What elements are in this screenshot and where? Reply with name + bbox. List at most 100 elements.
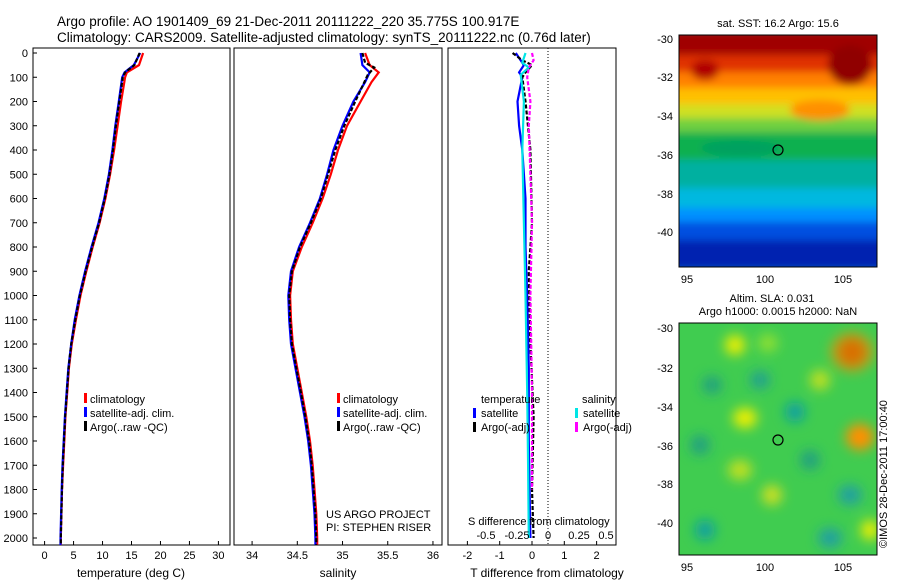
salinity-xtick-label: 34.5 xyxy=(287,550,308,562)
salinity-xtick-label: 35.5 xyxy=(377,550,398,562)
legend-s-satellite: satellite xyxy=(583,408,620,420)
salinity-legend: climatology satellite-adj. clim. Argo(..… xyxy=(337,393,427,434)
depth-tick-label: 1400 xyxy=(4,388,28,400)
sst-ytick: -40 xyxy=(657,227,673,239)
s-tick: -0.25 xyxy=(504,530,529,542)
depth-tick-label: 1300 xyxy=(4,363,28,375)
legend-t-argo-swatch xyxy=(473,422,476,432)
sla-map-frame xyxy=(678,322,878,556)
sst-map-title: sat. SST: 16.2 Argo: 15.6 xyxy=(717,18,839,30)
sla-xtick: 100 xyxy=(756,562,774,574)
sst-xtick: 105 xyxy=(834,274,852,286)
temperature-xtick-label: 0 xyxy=(42,550,48,562)
temperature-xtick-label: 10 xyxy=(96,550,108,562)
sst-map-image xyxy=(679,35,877,267)
sla-map-subtitle: Argo h1000: 0.0015 h2000: NaN xyxy=(699,306,857,318)
figure-subtitle: Climatology: CARS2009. Satellite-adjuste… xyxy=(57,30,591,45)
legend-climatology: climatology xyxy=(90,394,146,406)
sst-ytick: -36 xyxy=(657,150,673,162)
sst-ytick: -34 xyxy=(657,111,673,123)
depth-tick-label: 100 xyxy=(10,72,28,84)
depth-axis: 0 100 200 300 400 500 600 700 800 900 1000 1100 1200… xyxy=(4,48,37,545)
difference-xtick-label: 2 xyxy=(594,550,600,562)
depth-tick-label: 1000 xyxy=(4,291,28,303)
s-difference-ticks: -0.5 -0.25 0 0.25 0.5 xyxy=(477,530,614,542)
depth-tick-label: 1700 xyxy=(4,460,28,472)
sla-argo-location-marker xyxy=(772,434,784,446)
figure-title: Argo profile: AO 1901409_69 21-Dec-2011 … xyxy=(57,14,519,29)
legend-climatology-swatch xyxy=(337,393,340,403)
sst-map-panel: sat. SST: 16.2 Argo: 15.6 xyxy=(657,18,878,286)
temperature-xtick-label: 5 xyxy=(70,550,76,562)
sla-ytick: -32 xyxy=(657,363,673,375)
sst-ytick: -30 xyxy=(657,34,673,46)
temperature-lines xyxy=(59,52,145,545)
legend-t-argo: Argo(-adj) xyxy=(481,422,530,434)
depth-tick-label: 1900 xyxy=(4,509,28,521)
salinity-series-argo-raw-qc- xyxy=(288,52,376,545)
temperature-panel: 0100200300400500600700800900100011001200… xyxy=(4,47,231,580)
sla-xtick: 95 xyxy=(681,562,693,574)
salinity-panel: 34 34.5 35 35.5 36 salinity climatology sate… xyxy=(233,47,443,580)
difference-series-s-satellite xyxy=(519,52,531,539)
t-difference-axis: -2 -1 0 1 2 xyxy=(462,541,600,562)
sla-xtick: 105 xyxy=(834,562,852,574)
salinity-axes xyxy=(233,47,443,546)
s-tick: 0.25 xyxy=(568,530,589,542)
legend-climatology: climatology xyxy=(343,394,399,406)
sst-ytick: -32 xyxy=(657,72,673,84)
sst-argo-location-marker xyxy=(772,144,784,156)
depth-tick-label: 600 xyxy=(10,194,28,206)
s-tick: 0.5 xyxy=(598,530,613,542)
temperature-xtick-label: 25 xyxy=(183,550,195,562)
temperature-xtick-label: 30 xyxy=(212,550,224,562)
salinity-xtick-label: 34 xyxy=(246,550,258,562)
sla-map-panel: Altim. SLA: 0.031 Argo h1000: 0.0015 h20… xyxy=(657,293,878,574)
credit-pi: PI: STEPHEN RISER xyxy=(326,522,431,534)
depth-tick-label: 200 xyxy=(10,97,28,109)
legend-satellite: satellite-adj. clim. xyxy=(90,408,174,420)
legend-t-satellite: satellite xyxy=(481,408,518,420)
copyright-stamp: ©IMOS 28-Dec-2011 17:00:40 xyxy=(878,400,890,548)
depth-tick-label: 1600 xyxy=(4,436,28,448)
salinity-xlabel: salinity xyxy=(320,566,357,580)
temperature-xlabel: temperature (deg C) xyxy=(77,566,185,580)
legend-argo-swatch xyxy=(84,421,87,431)
legend-argo: Argo(..raw -QC) xyxy=(343,422,421,434)
sst-map-frame xyxy=(678,34,878,268)
t-diff-xlabel: T difference from climatology xyxy=(470,566,624,580)
depth-tick-label: 500 xyxy=(10,169,28,181)
sst-ytick: -38 xyxy=(657,189,673,201)
salinity-xtick-label: 35 xyxy=(336,550,348,562)
temperature-xtick-label: 20 xyxy=(154,550,166,562)
sla-ytick: -36 xyxy=(657,441,673,453)
sla-ytick: -30 xyxy=(657,323,673,335)
difference-xtick-label: 0 xyxy=(529,550,535,562)
depth-tick-label: 900 xyxy=(10,266,28,278)
legend-t-satellite-swatch xyxy=(473,408,476,418)
depth-tick-label: 0 xyxy=(22,48,28,60)
salinity-xtick-label: 36 xyxy=(427,550,439,562)
temperature-x-axis: 0 5 10 15 20 25 30 xyxy=(42,541,225,562)
difference-panel: -2 -1 0 1 2 T difference from climatology S … xyxy=(447,47,632,580)
legend-satellite-swatch xyxy=(337,407,340,417)
temperature-legend: climatology satellite-adj. clim. Argo(..… xyxy=(84,393,174,434)
sst-lat-axis: -30 -32 -34 -36 -38 -40 xyxy=(657,34,673,239)
difference-series-s-argo-adj- xyxy=(526,52,535,490)
sla-ytick: -34 xyxy=(657,402,673,414)
s-tick: 0 xyxy=(545,530,551,542)
credit-project: US ARGO PROJECT xyxy=(326,509,431,521)
salinity-lines xyxy=(287,52,381,545)
legend-satellite-swatch xyxy=(84,407,87,417)
legend-s-argo: Argo(-adj) xyxy=(583,422,632,434)
legend-salinity-title: salinity xyxy=(582,394,616,406)
legend-s-satellite-swatch xyxy=(575,408,578,418)
sla-lat-axis: -30 -32 -34 -36 -38 -40 xyxy=(657,323,673,530)
sla-ytick: -40 xyxy=(657,518,673,530)
sla-map-title: Altim. SLA: 0.031 xyxy=(730,293,815,305)
depth-tick-label: 1500 xyxy=(4,412,28,424)
sla-lon-axis: 95 100 105 xyxy=(681,562,852,574)
difference-xtick-label: -2 xyxy=(462,550,472,562)
depth-tick-label: 700 xyxy=(10,218,28,230)
